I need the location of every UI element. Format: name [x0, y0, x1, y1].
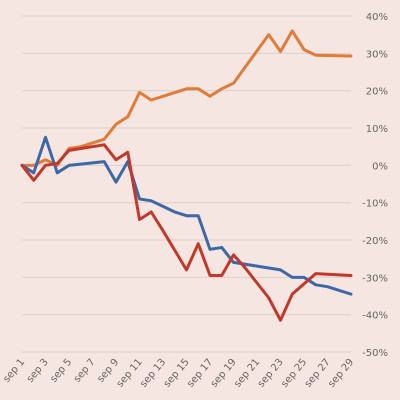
- y-tick-label: 0%: [372, 161, 388, 172]
- x-tick-label: sep 1: [1, 357, 27, 385]
- series-line-3: [20, 143, 353, 322]
- series-line-2: [20, 135, 353, 296]
- x-tick-label: sep 7: [72, 357, 98, 385]
- y-tick-label: 10%: [366, 124, 388, 135]
- y-tick-label: -10%: [362, 199, 388, 210]
- x-tick-label: sep 5: [48, 357, 74, 385]
- y-tick-label: -40%: [362, 311, 388, 322]
- y-tick-label: 40%: [366, 12, 388, 23]
- y-tick-label: -20%: [362, 236, 388, 247]
- series-line-1: [20, 29, 353, 167]
- y-tick-label: 20%: [366, 87, 388, 98]
- y-tick-label: -30%: [362, 273, 388, 284]
- x-tick-label: sep 3: [25, 357, 51, 385]
- series-layer: [20, 29, 353, 322]
- y-tick-label: 30%: [366, 49, 388, 60]
- y-tick-label: -50%: [362, 348, 388, 359]
- x-tick-label: sep 29: [326, 357, 356, 390]
- grid-lines: [22, 15, 351, 353]
- y-axis-ticks: 40% 30% 20% 10% 0% -10% -20% -30% -40% -50%: [362, 12, 388, 359]
